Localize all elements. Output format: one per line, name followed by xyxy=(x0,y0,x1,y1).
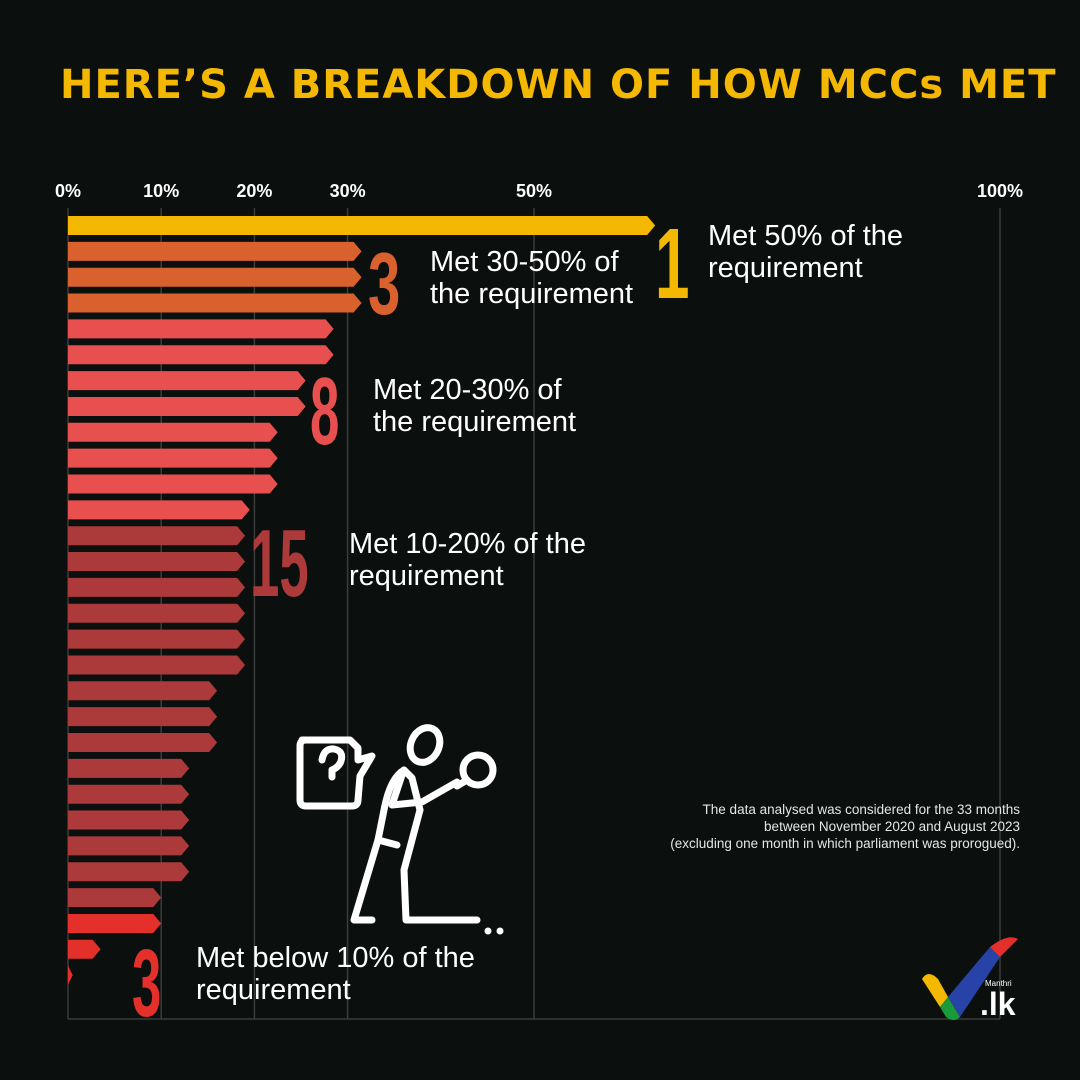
x-tick-label: 0% xyxy=(55,181,81,201)
logo-brand: Manthri xyxy=(985,979,1012,988)
bar xyxy=(68,241,362,261)
bar xyxy=(68,707,218,727)
group-label: Met 20-30% of the requirement xyxy=(373,374,576,438)
bar xyxy=(68,293,362,313)
bar xyxy=(68,577,246,597)
x-tick-label: 100% xyxy=(977,181,1023,201)
group-label: Met below 10% of the requirement xyxy=(196,942,475,1006)
group-label-line: the requirement xyxy=(430,278,634,310)
bar xyxy=(68,939,101,959)
group-label-line: Met 20-30% of xyxy=(373,374,562,406)
group-label-line: Met below 10% of the xyxy=(196,942,475,974)
page-title: HERE’S A BREAKDOWN OF HOW MCCs MET xyxy=(60,62,1057,108)
bar xyxy=(68,836,190,856)
group-label-line: Met 50% of the xyxy=(708,220,904,252)
group-label-line: requirement xyxy=(196,974,351,1006)
bar xyxy=(68,396,306,416)
group-label: Met 50% of the requirement xyxy=(708,220,903,284)
logo-tld: .lk xyxy=(980,986,1016,1022)
group-count: 8 xyxy=(310,358,340,465)
bar xyxy=(68,319,334,339)
x-tick-label: 50% xyxy=(516,181,552,201)
group-label: Met 10-20% of the requirement xyxy=(349,528,586,592)
bar xyxy=(68,810,190,830)
bar xyxy=(68,733,218,752)
bar xyxy=(68,422,278,442)
bar xyxy=(68,216,656,235)
group-count: 3 xyxy=(368,234,401,333)
group-label: Met 30-50% of the requirement xyxy=(430,246,633,310)
x-tick-label: 20% xyxy=(236,181,272,201)
bar xyxy=(68,500,250,520)
group-count: 3 xyxy=(132,930,162,1037)
bar xyxy=(68,552,246,572)
bar xyxy=(68,345,334,365)
group-label-line: Met 10-20% of the xyxy=(349,528,586,560)
x-tick-label: 30% xyxy=(330,181,366,201)
group-count: 15 xyxy=(250,510,309,617)
bar xyxy=(68,629,246,649)
bar xyxy=(68,448,278,468)
bar xyxy=(68,862,190,882)
bar xyxy=(68,758,190,778)
bar xyxy=(68,603,246,623)
bar xyxy=(68,888,162,908)
note-line: between November 2020 and August 2023 xyxy=(764,819,1020,834)
bar xyxy=(68,371,306,391)
group-label-line: Met 30-50% of xyxy=(430,246,619,278)
group-label-line: requirement xyxy=(349,560,504,592)
note-line: The data analysed was considered for the… xyxy=(702,802,1020,817)
note-line: (excluding one month in which parliament… xyxy=(670,836,1020,851)
group-label-line: requirement xyxy=(708,252,863,284)
group-label-line: the requirement xyxy=(373,406,577,438)
person-holding-magnifier-with-question-sign-icon xyxy=(296,724,504,935)
bar xyxy=(68,784,190,804)
bar xyxy=(68,267,362,287)
data-note: The data analysed was considered for the… xyxy=(600,801,1020,852)
bar xyxy=(68,474,278,494)
bar xyxy=(68,913,162,933)
bar xyxy=(68,681,218,701)
x-tick-label: 10% xyxy=(143,181,179,201)
bar xyxy=(68,965,73,985)
group-count: 1 xyxy=(655,208,690,320)
bar xyxy=(68,655,246,675)
manthri-logo-icon xyxy=(922,937,1018,1020)
bar xyxy=(68,526,246,546)
